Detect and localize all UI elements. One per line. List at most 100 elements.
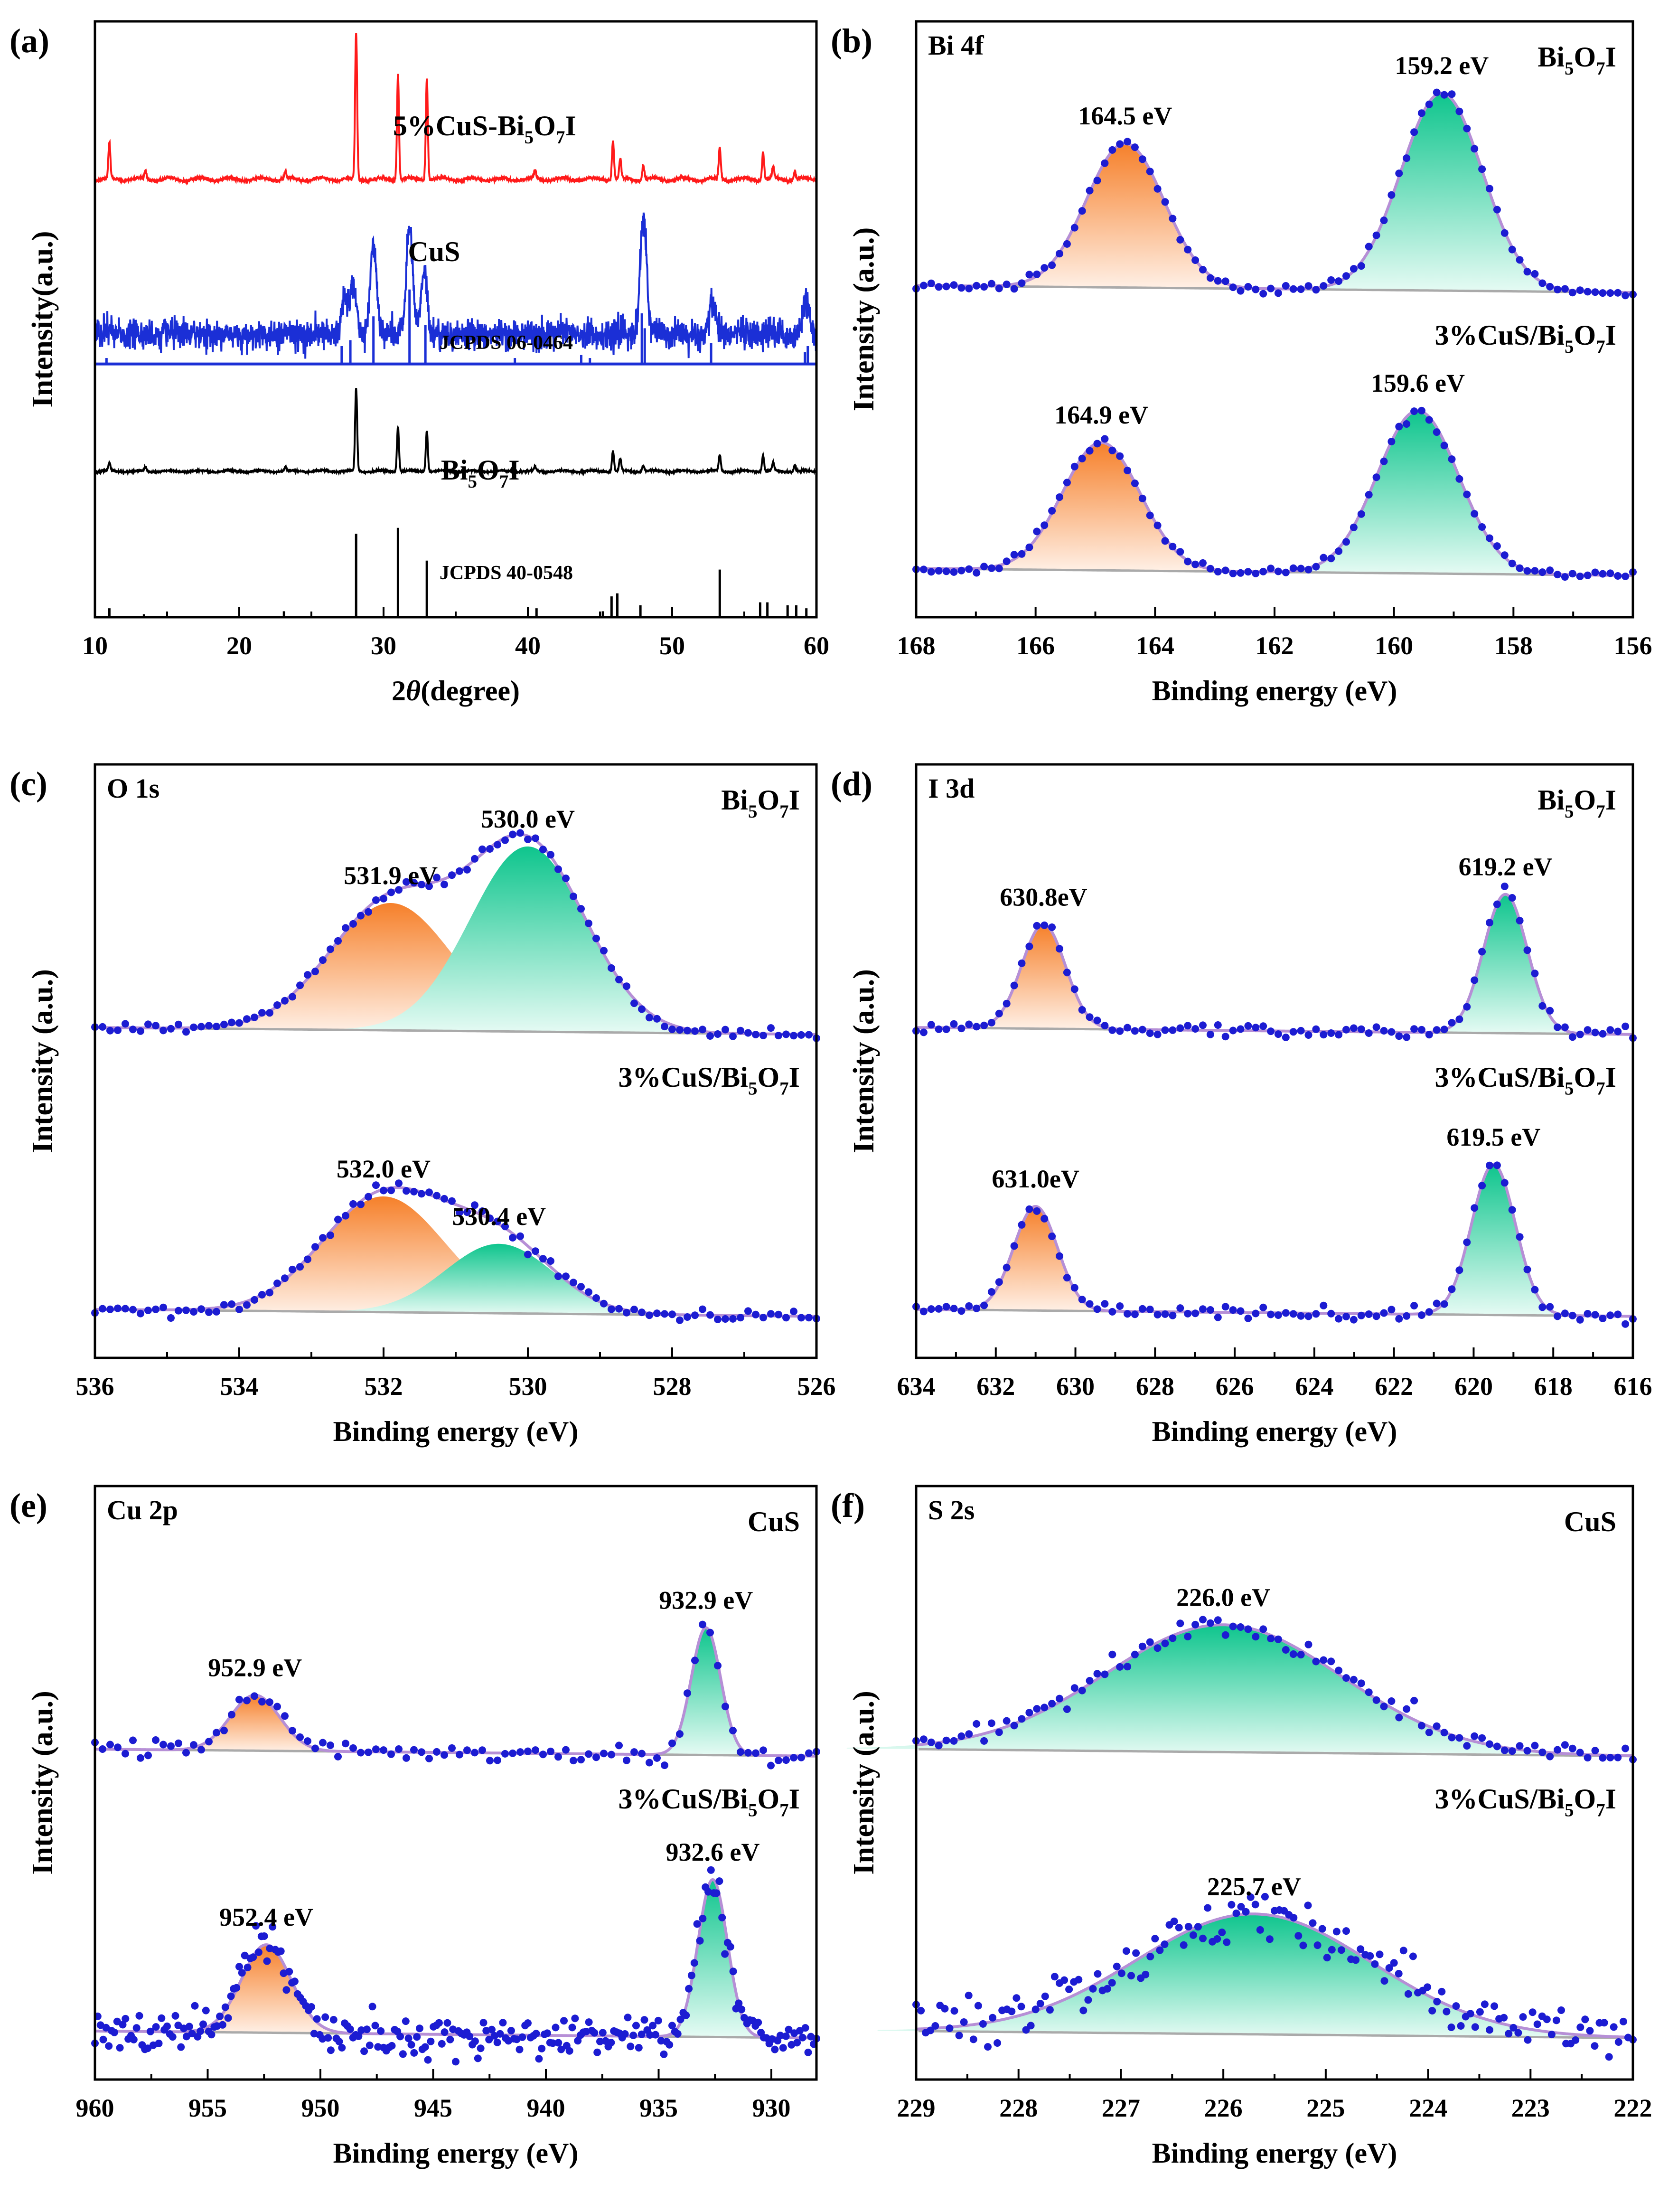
raw-data-point (1206, 565, 1214, 573)
raw-data-point (759, 1032, 767, 1039)
raw-data-point (1455, 1266, 1463, 1274)
raw-data-point (122, 2014, 130, 2023)
raw-data-point (1108, 146, 1116, 154)
raw-data-point (987, 1288, 995, 1296)
raw-data-point (524, 1251, 532, 1259)
raw-data-point (1531, 270, 1539, 278)
raw-data-point (653, 1309, 661, 1318)
raw-data-point (1546, 566, 1554, 574)
raw-data-point (577, 1756, 585, 1764)
raw-data-point (1153, 1311, 1162, 1318)
raw-data-point (1335, 277, 1343, 285)
raw-data-point (615, 1741, 623, 1750)
raw-data-point (790, 1308, 797, 1316)
raw-data-point (532, 1746, 539, 1754)
raw-data-point (1304, 1640, 1312, 1648)
raw-data-point (723, 1939, 731, 1947)
raw-data-point (722, 1703, 729, 1711)
raw-data-point (258, 1698, 266, 1706)
raw-data-point (927, 279, 935, 287)
raw-data-point (1267, 1027, 1275, 1035)
raw-data-point (1041, 264, 1049, 272)
raw-data-point (410, 1746, 418, 1754)
raw-data-point (797, 1314, 805, 1322)
raw-data-point (942, 567, 950, 575)
raw-data-point (1199, 1616, 1207, 1624)
x-tick-label: 630 (1056, 1372, 1095, 1401)
raw-data-point (1327, 1029, 1335, 1037)
peak-fill-green (846, 1625, 1600, 1756)
raw-data-point (1599, 1315, 1607, 1322)
raw-data-point (1493, 542, 1501, 550)
raw-data-point (1056, 1252, 1063, 1260)
raw-data-point (1404, 1990, 1412, 1998)
raw-data-point (144, 1751, 152, 1760)
raw-data-point (469, 2041, 477, 2049)
raw-data-point (600, 947, 608, 955)
raw-data-point (258, 1291, 266, 1299)
raw-data-point (1425, 416, 1433, 424)
raw-data-point (1576, 1316, 1584, 1324)
raw-data-point (443, 2019, 451, 2027)
raw-data-point (1584, 1026, 1592, 1034)
raw-data-point (280, 1969, 288, 1977)
raw-data-point (1116, 1663, 1124, 1671)
raw-data-point (1267, 1310, 1275, 1318)
chart-a: 5%CuS-Bi5O7I CuS Bi5O7I JCPDS 06-0464 JCPDS … (9, 20, 829, 706)
raw-data-point (729, 1727, 737, 1734)
raw-data-point (1531, 970, 1539, 978)
raw-data-point (1153, 521, 1162, 529)
raw-data-point (1554, 571, 1562, 579)
raw-data-point (1282, 568, 1290, 576)
raw-data-point (197, 1305, 205, 1313)
raw-data-point (1127, 1972, 1135, 1980)
raw-data-point (752, 1031, 759, 1038)
raw-data-point (296, 1733, 304, 1741)
raw-data-point (1457, 2022, 1465, 2030)
raw-data-point (159, 1026, 167, 1035)
raw-data-point (479, 2019, 487, 2027)
raw-data-point (1538, 568, 1547, 576)
raw-data-point (630, 1306, 638, 1313)
raw-data-point (1274, 1030, 1282, 1038)
raw-data-point (797, 1031, 805, 1039)
raw-data-point (349, 2033, 357, 2042)
raw-data-point (946, 2024, 954, 2032)
raw-data-point (1554, 1312, 1562, 1320)
raw-data-point (494, 841, 501, 849)
raw-data-point (1486, 1161, 1493, 1169)
raw-data-point (775, 1756, 782, 1764)
peak-label: 631.0eV (992, 1165, 1079, 1193)
raw-data-point (1318, 1925, 1326, 1933)
raw-data-point (327, 945, 334, 953)
raw-data-point (714, 1030, 722, 1038)
panel-label: (f) (831, 1487, 865, 1525)
raw-data-point (501, 1223, 509, 1231)
raw-data-point (1320, 282, 1328, 290)
raw-data-point (1433, 428, 1441, 436)
raw-data-point (159, 1741, 167, 1749)
raw-data-point (235, 1019, 243, 1027)
raw-data-point (1561, 1741, 1569, 1749)
raw-data-point (1010, 1722, 1018, 1730)
raw-data-point (1448, 1285, 1456, 1293)
raw-data-point (676, 1730, 684, 1738)
raw-data-point (600, 1750, 608, 1758)
raw-data-point (228, 1300, 235, 1308)
raw-data-point (1184, 1309, 1192, 1318)
raw-data-point (1350, 1024, 1358, 1032)
raw-data-point (1576, 2023, 1584, 2031)
raw-data-point (1299, 1941, 1307, 1949)
plot-frame (94, 1485, 818, 2081)
raw-data-point (790, 1032, 797, 1040)
raw-data-point (471, 855, 478, 863)
raw-data-point (296, 1263, 304, 1271)
raw-data-point (1584, 1754, 1592, 1762)
raw-data-point (433, 1192, 441, 1200)
raw-data-point (289, 1265, 296, 1273)
raw-data-point (501, 1750, 509, 1758)
raw-data-point (1191, 1309, 1200, 1318)
raw-data-point (99, 1745, 106, 1753)
raw-data-point (1448, 1019, 1456, 1027)
raw-data-point (679, 2009, 687, 2017)
